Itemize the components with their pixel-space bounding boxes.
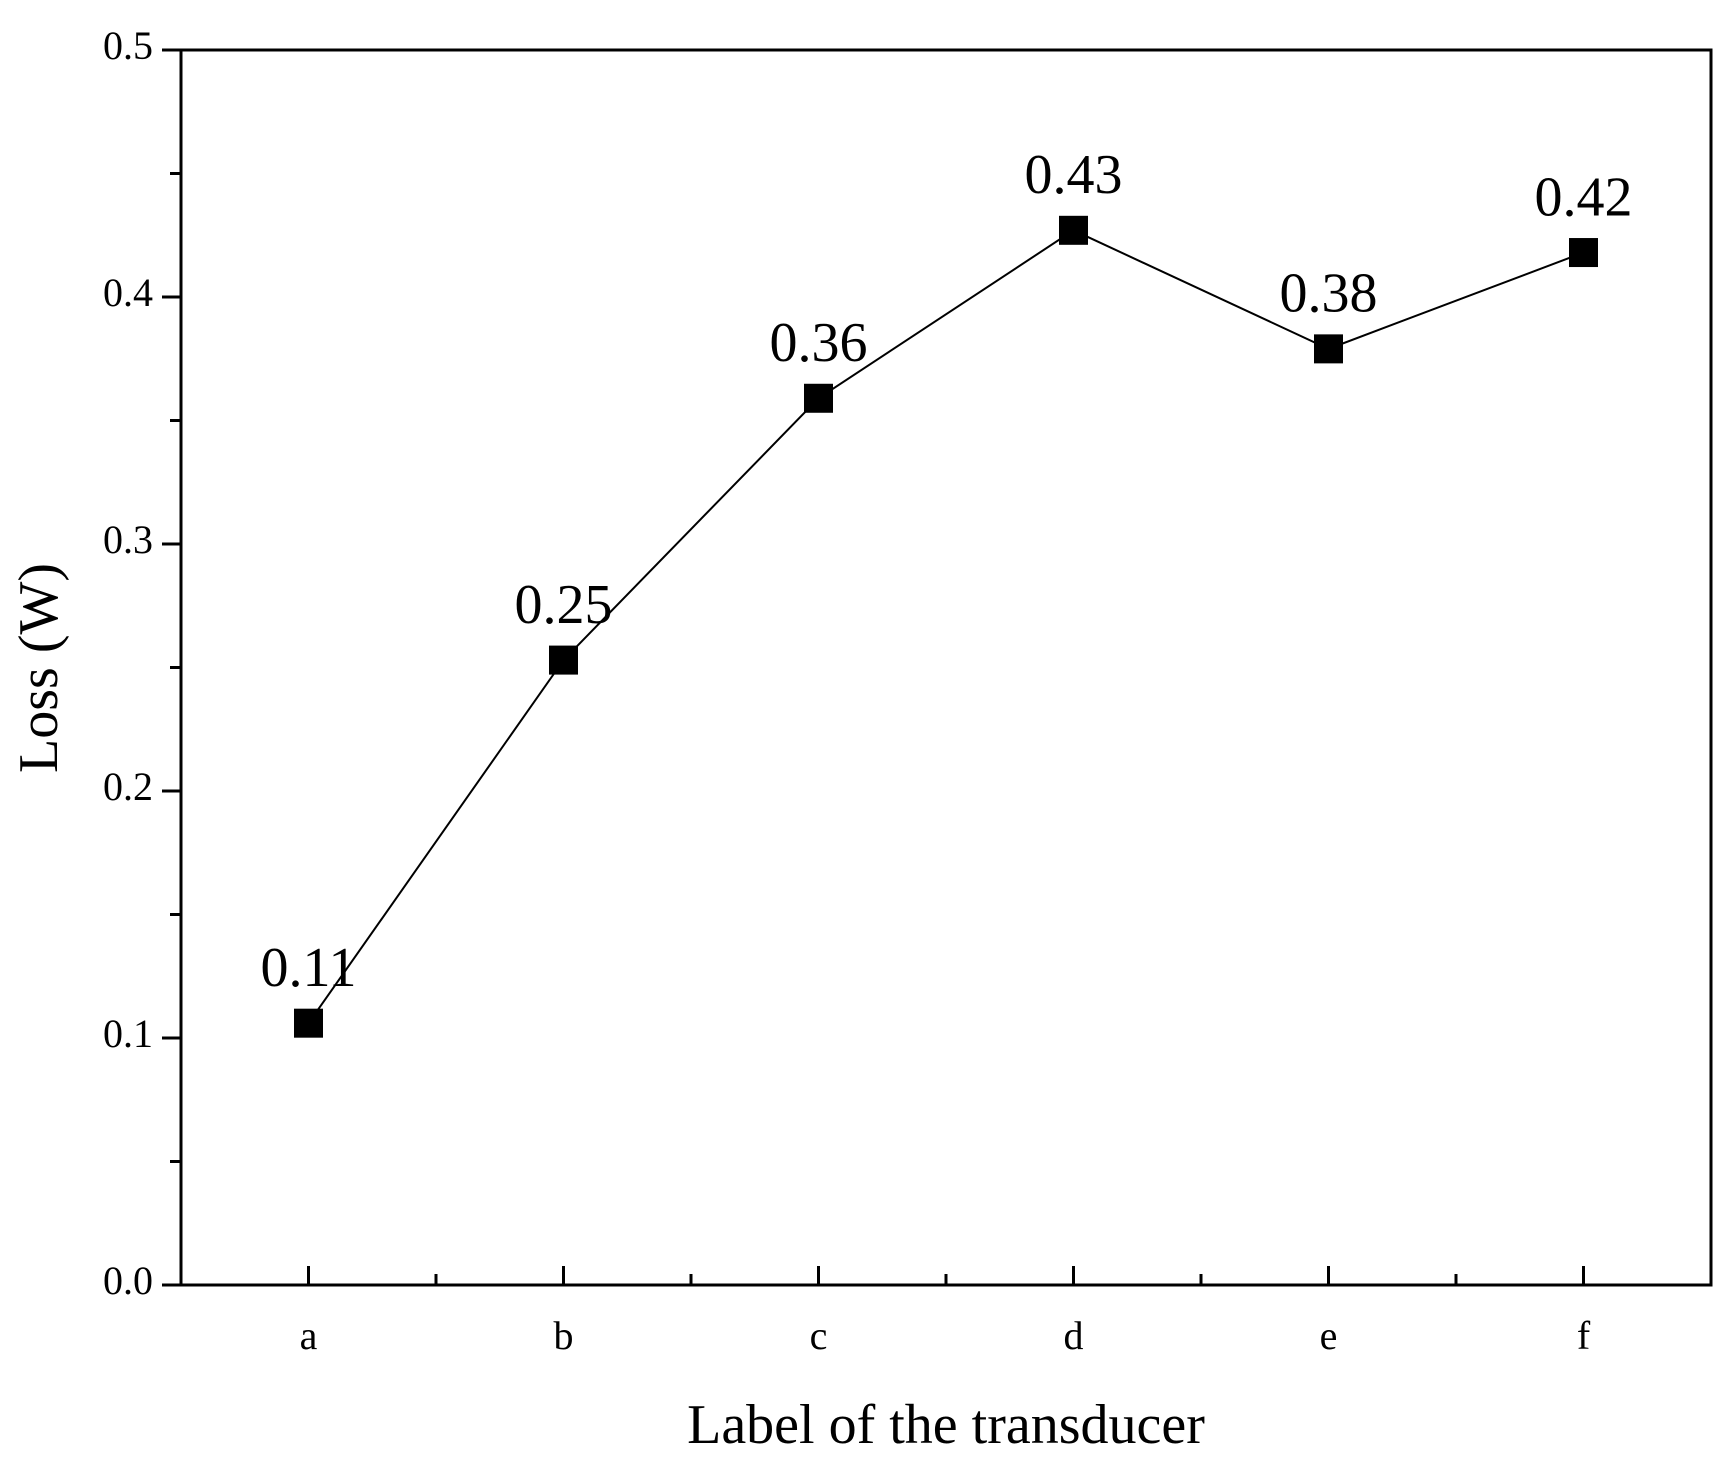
- data-label: 0.43: [1025, 144, 1123, 206]
- y-tick-label: 0.0: [103, 1258, 153, 1303]
- y-tick-label: 0.2: [103, 764, 153, 809]
- marker: [1059, 215, 1088, 245]
- y-axis-label: Loss (W): [8, 563, 70, 773]
- x-tick-label: c: [810, 1313, 828, 1358]
- x-axis-label: Label of the transducer: [687, 1394, 1205, 1456]
- y-tick-label: 0.3: [103, 517, 153, 562]
- x-tick-label: f: [1577, 1313, 1591, 1358]
- plot-frame: [179, 48, 1713, 1287]
- data-label: 0.38: [1280, 263, 1378, 325]
- data-label: 0.11: [261, 937, 357, 999]
- x-tick-label: e: [1320, 1313, 1338, 1358]
- x-tick-label: b: [554, 1313, 574, 1358]
- data-label: 0.36: [770, 312, 868, 374]
- y-tick-label: 0.5: [103, 23, 153, 68]
- marker: [1314, 334, 1343, 364]
- marker: [1569, 238, 1598, 268]
- x-tick-label: d: [1064, 1313, 1084, 1358]
- data-line: [307, 229, 1584, 1024]
- marker: [294, 1008, 323, 1038]
- y-tick-label: 0.1: [103, 1011, 153, 1056]
- marker: [804, 383, 833, 413]
- y-tick-label: 0.4: [103, 270, 153, 315]
- data-label: 0.25: [515, 574, 613, 636]
- data-label: 0.42: [1535, 166, 1633, 228]
- x-tick-label: a: [300, 1313, 318, 1358]
- marker: [549, 645, 578, 675]
